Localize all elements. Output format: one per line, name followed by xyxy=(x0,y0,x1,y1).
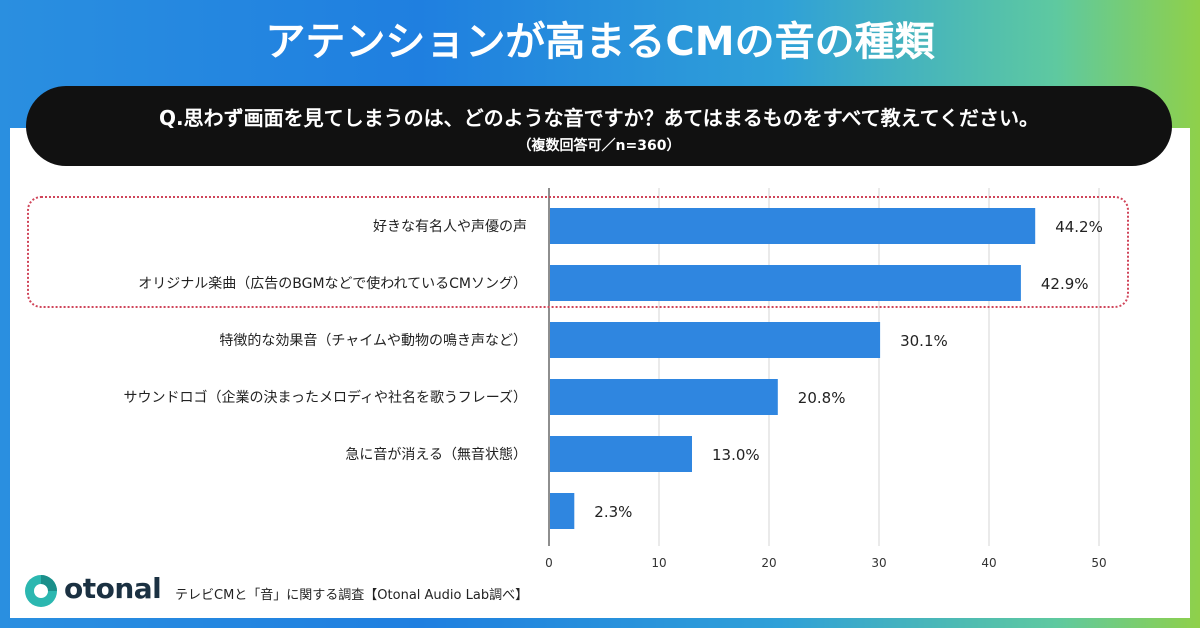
x-tick-label: 10 xyxy=(651,556,666,570)
x-tick-label: 0 xyxy=(545,556,553,570)
otonal-logo-text: otonal xyxy=(64,572,162,605)
data-label: 20.8% xyxy=(798,389,846,407)
bar xyxy=(550,208,1036,244)
question-subtext: （複数回答可／n=360） xyxy=(517,138,681,154)
highlight-box xyxy=(27,196,1129,308)
bar xyxy=(550,436,692,472)
bar xyxy=(550,322,881,358)
page-title: アテンションが高まるCMの音の種類 xyxy=(265,19,935,65)
data-label: 44.2% xyxy=(1055,218,1103,236)
question-text: Q.思わず画面を見てしまうのは、どのような音ですか？あてはまるものをすべて教えて… xyxy=(159,106,1039,130)
bar xyxy=(550,493,575,529)
category-label: 特徴的な効果音（チャイムや動物の鳴き声など） xyxy=(219,332,527,349)
category-label: サウンドロゴ（企業の決まったメロディや社名を歌うフレーズ） xyxy=(124,389,527,406)
question-banner: Q.思わず画面を見てしまうのは、どのような音ですか？あてはまるものをすべて教えて… xyxy=(26,86,1172,166)
category-label: 好きな有名人や声優の声 xyxy=(373,219,527,235)
data-label: 42.9% xyxy=(1041,275,1089,293)
x-tick-label: 40 xyxy=(981,556,996,570)
bar xyxy=(550,265,1021,301)
source-credit: テレビCMと「音」に関する調査【Otonal Audio Lab調べ】 xyxy=(175,588,529,603)
data-label: 2.3% xyxy=(594,503,632,521)
data-label: 30.1% xyxy=(900,332,948,350)
category-label: 急に音が消える（無音状態） xyxy=(345,446,527,463)
bar xyxy=(550,379,778,415)
x-tick-label: 50 xyxy=(1091,556,1106,570)
x-tick-label: 20 xyxy=(761,556,776,570)
footer: otonal テレビCMと「音」に関する調査【Otonal Audio Lab調… xyxy=(0,566,1200,616)
otonal-logo-icon xyxy=(25,575,57,607)
data-label: 13.0% xyxy=(712,446,760,464)
category-label: オリジナル楽曲（広告のBGMなどで使われているCMソング） xyxy=(138,275,527,292)
x-tick-label: 30 xyxy=(871,556,886,570)
